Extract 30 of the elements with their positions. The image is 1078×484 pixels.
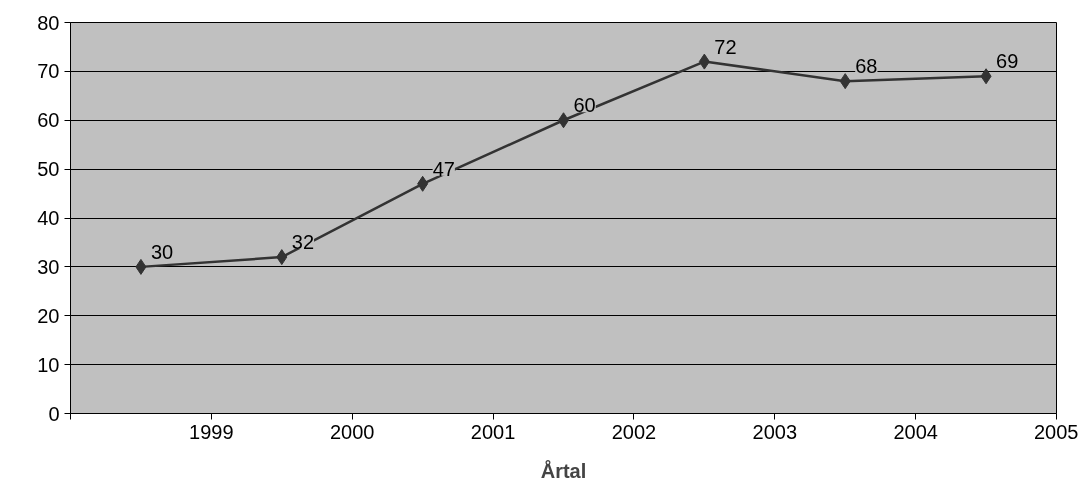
x-tick-label: 1999 <box>189 420 234 443</box>
y-tick-label: 70 <box>37 60 60 83</box>
y-tick-label: 50 <box>37 158 60 181</box>
y-tick-label: 40 <box>37 207 60 229</box>
x-tick-label: 2004 <box>893 420 938 443</box>
x-tick-label: 2001 <box>470 420 516 443</box>
y-tick-label: 0 <box>48 402 60 425</box>
x-axis-title: Årtal <box>540 458 587 482</box>
data-label: 72 <box>714 35 737 58</box>
point <box>135 258 147 275</box>
point <box>839 73 851 90</box>
point <box>698 53 710 70</box>
data-label: 68 <box>855 55 878 78</box>
x-tick-label: 2002 <box>611 420 657 443</box>
y-tick-label: 30 <box>37 255 60 278</box>
y-tick-label: 80 <box>37 11 60 34</box>
x-tick-label: 2005 <box>1034 420 1078 443</box>
point <box>417 175 429 192</box>
x-tick-label: 2000 <box>329 420 375 443</box>
data-label: 69 <box>996 50 1019 73</box>
y-tick-label: 60 <box>37 109 60 132</box>
data-label: 60 <box>573 94 596 117</box>
point <box>276 249 288 266</box>
point <box>980 68 992 85</box>
data-label: 47 <box>432 157 455 180</box>
y-tick-label: 10 <box>37 353 60 376</box>
data-label: 32 <box>291 231 315 254</box>
data-label: 30 <box>150 240 174 263</box>
x-tick-label: 2003 <box>752 420 798 443</box>
y-tick-label: 20 <box>37 304 60 327</box>
